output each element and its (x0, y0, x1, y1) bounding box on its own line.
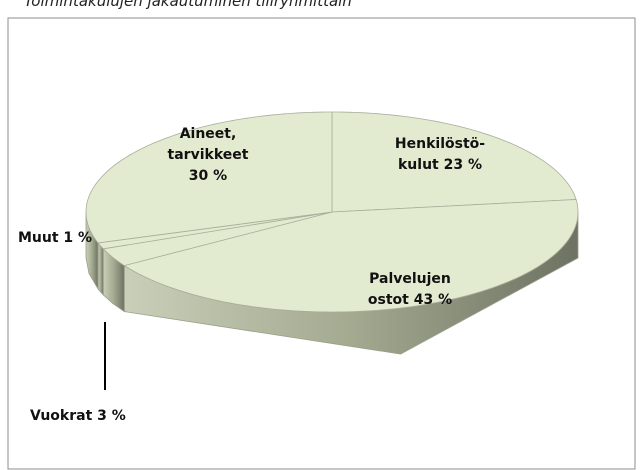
data-label: Muut 1 % (18, 230, 92, 246)
pie-side (97, 241, 104, 296)
data-label-line: Muut 1 % (18, 230, 92, 246)
pie-slice (85, 111, 333, 244)
data-label-line: 30 % (189, 168, 227, 184)
chart-title: Toimintakulujen jakautuminen tiliryhmitt… (24, 0, 352, 10)
pie-slice (123, 199, 579, 313)
data-label: Henkilöstö-kulut 23 % (395, 136, 485, 173)
data-label: Vuokrat 3 % (30, 408, 126, 424)
data-label-line: kulut 23 % (398, 157, 482, 173)
data-label-line: Vuokrat 3 % (30, 408, 126, 424)
data-label: Aineet, tarvikkeet 30 % (168, 126, 249, 184)
data-label-line: Henkilöstö- (395, 136, 485, 152)
data-label-line: Palvelujen (369, 271, 451, 287)
pie-slice (102, 211, 333, 267)
data-label-line: ostot 43 % (368, 292, 452, 308)
data-label-line: tarvikkeet (168, 147, 249, 163)
data-label-line: Aineet, (180, 126, 237, 142)
pie-slice (331, 111, 577, 213)
data-label: Palvelujen ostot 43 % (368, 271, 452, 308)
